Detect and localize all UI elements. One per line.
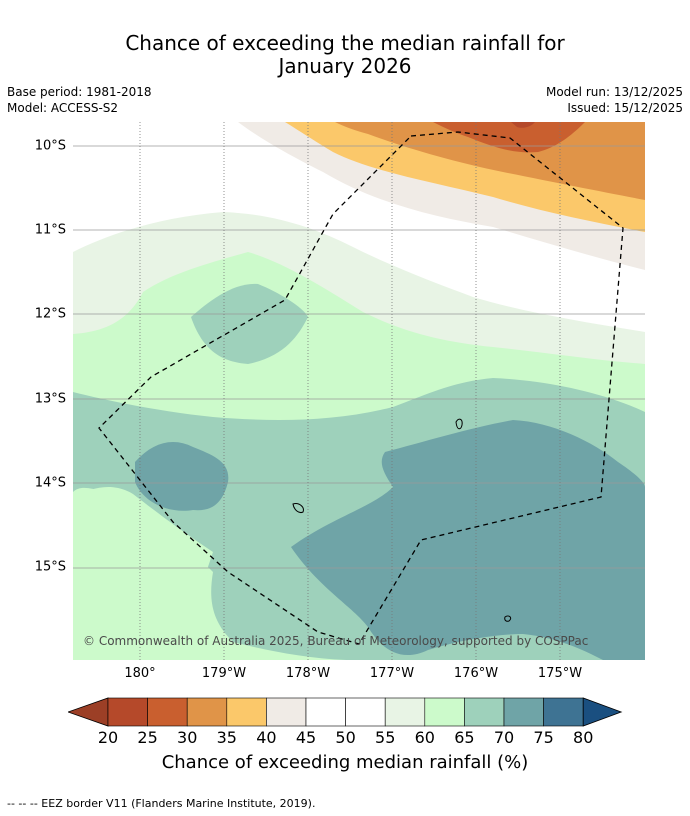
model-name: Model: ACCESS-S2 [7, 101, 119, 115]
title-line-2: January 2026 [278, 54, 412, 78]
colorbar-segment [147, 697, 188, 727]
lat-label-13s: 13°S [34, 391, 66, 407]
colorbar-tick-label: 80 [573, 728, 594, 747]
lon-label-175w: 175°W [537, 666, 583, 681]
meta-left: Base period: 1981-2018 Model: ACCESS-S2 [7, 84, 152, 116]
lat-label-15s: 15°S [34, 559, 66, 575]
colorbar-tick-label: 70 [493, 728, 515, 747]
colorbar [66, 697, 624, 731]
colorbar-segment [186, 697, 228, 727]
zone-60-65-lower [73, 486, 213, 642]
colorbar-tick-label: 55 [375, 728, 396, 747]
lat-label-10s: 10°S [34, 138, 66, 154]
colorbar-tick-label: 40 [256, 728, 277, 747]
colorbar-segment [543, 697, 584, 727]
colorbar-segment [424, 697, 465, 727]
colorbar-segment [384, 697, 426, 727]
colorbar-segment [345, 697, 386, 727]
lat-label-14s: 14°S [34, 475, 66, 491]
lat-label-11s: 11°S [34, 222, 66, 238]
colorbar-segment [503, 697, 544, 727]
colorbar-tick-label: 75 [533, 728, 554, 747]
colorbar-svg [66, 697, 623, 727]
colorbar-label: Chance of exceeding median rainfall (%) [161, 752, 529, 773]
island-3 [504, 615, 512, 622]
zone-20-25 [511, 122, 535, 128]
copyright-notice: © Commonwealth of Australia 2025, Bureau… [83, 634, 589, 648]
colorbar-segment [305, 697, 346, 727]
eez-border [98, 131, 624, 645]
lat-label-12s: 12°S [34, 306, 66, 322]
zone-70-75 [291, 420, 645, 660]
colorbar-segment [107, 697, 148, 727]
colorbar-arrow-high [582, 697, 623, 727]
colorbar-tick-label: 25 [137, 728, 158, 747]
issued-date: Issued: 15/12/2025 [567, 101, 683, 115]
island-2 [292, 503, 304, 513]
island-1 [455, 418, 463, 430]
colorbar-tick-label: 45 [295, 728, 317, 747]
meta-right: Model run: 13/12/2025 Issued: 15/12/2025 [546, 84, 683, 116]
lon-label-179w: 179°W [201, 666, 247, 681]
colorbar-tick-label: 35 [216, 728, 237, 747]
colorbar-segment [266, 697, 307, 727]
base-period: Base period: 1981-2018 [7, 85, 152, 99]
lon-label-178w: 178°W [285, 666, 331, 681]
lat-gridlines [73, 145, 645, 569]
colorbar-tick-label: 60 [414, 728, 435, 747]
eez-footnote: -- -- -- EEZ border V11 (Flanders Marine… [7, 797, 316, 810]
lon-label-180: 180° [124, 666, 156, 681]
zone-30-35 [335, 122, 645, 200]
colorbar-tick-label: 65 [454, 728, 475, 747]
map-canvas [73, 122, 645, 660]
zone-65-70-lens [191, 283, 308, 364]
colorbar-segment [226, 697, 267, 727]
colorbar-segment [464, 697, 505, 727]
colorbar-tick-label: 50 [335, 728, 356, 747]
rainfall-map [73, 122, 645, 660]
colorbar-arrow-low [66, 697, 109, 727]
title-line-1: Chance of exceeding the median rainfall … [125, 31, 565, 55]
zone-70-75-lens [135, 442, 229, 511]
lon-label-177w: 177°W [369, 666, 415, 681]
zone-25-30 [433, 122, 585, 153]
chart-title: Chance of exceeding the median rainfall … [0, 32, 690, 78]
colorbar-tick-label: 30 [177, 728, 198, 747]
colorbar-tick-label: 20 [97, 728, 119, 747]
lon-label-176w: 176°W [453, 666, 499, 681]
model-run: Model run: 13/12/2025 [545, 85, 683, 99]
